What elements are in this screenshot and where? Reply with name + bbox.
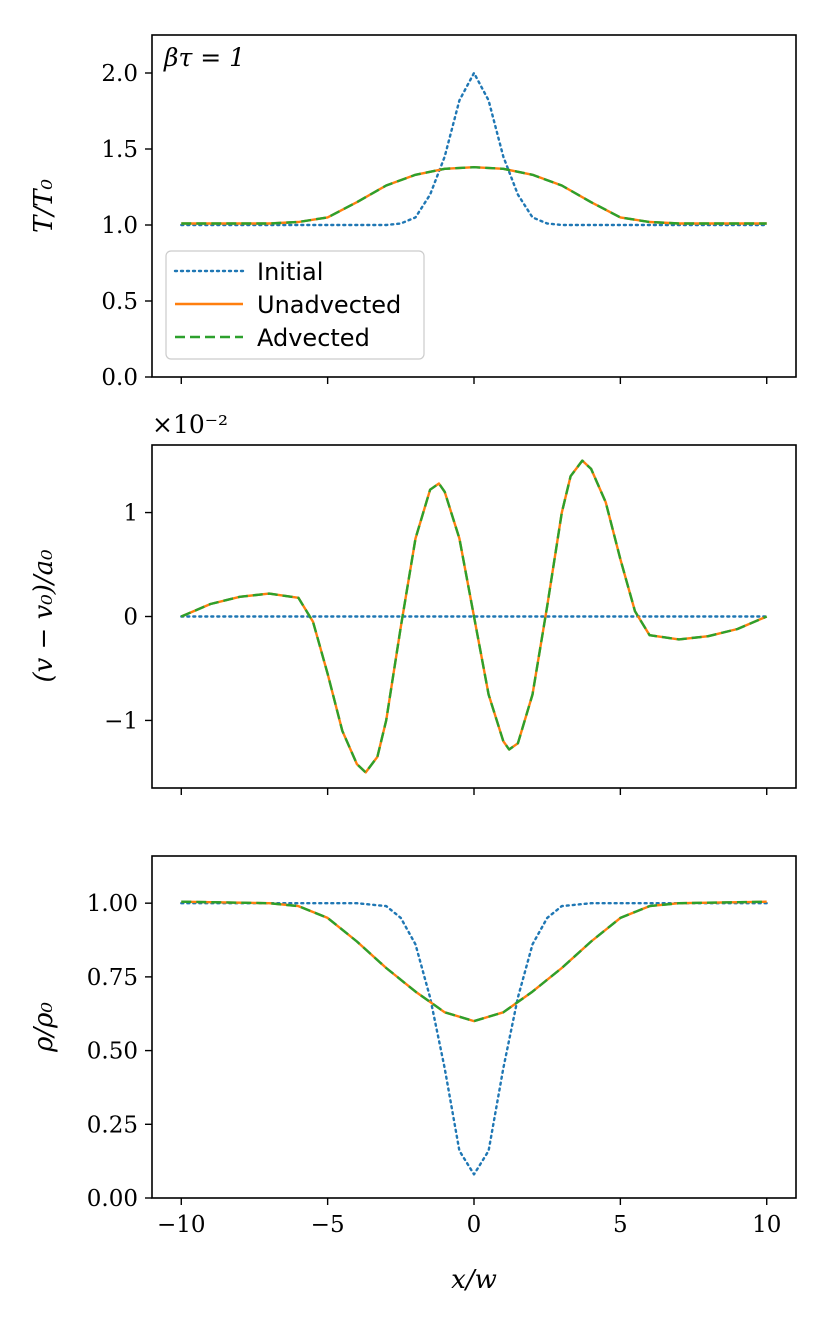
panel-temperature: 0.0 0.5 1.0 1.5 2.0 βτ = 1 T/T₀ Initial Unad… xyxy=(29,34,797,391)
x-tick-label: −5 xyxy=(311,1212,345,1238)
series-line-advected xyxy=(181,900,767,1023)
legend-label: Unadvected xyxy=(257,291,401,319)
y-tick-label: 1 xyxy=(123,501,138,527)
x-tick-label: 0 xyxy=(467,1212,482,1238)
y-tick-label: 2.0 xyxy=(101,61,138,87)
panel-annotation: βτ = 1 xyxy=(163,43,245,72)
y-tick-label: 1.00 xyxy=(87,891,138,917)
y-tick-label: 0.75 xyxy=(87,965,138,991)
series-line-initial xyxy=(180,71,768,227)
y-axis-label: (v − v₀)/a₀ xyxy=(29,549,59,683)
legend-box xyxy=(165,250,425,360)
series-line-unadvected xyxy=(181,165,767,225)
y-tick-label: 0.5 xyxy=(101,289,138,315)
series-line-advected xyxy=(180,459,768,774)
y-tick-label: 0 xyxy=(123,605,138,631)
y-axis-label: T/T₀ xyxy=(29,178,59,232)
axes-ticks: 0.0 0.5 1.0 1.5 2.0 xyxy=(101,61,768,391)
legend-label: Advected xyxy=(257,324,370,352)
series-group xyxy=(180,459,768,774)
y-tick-label: 0.00 xyxy=(87,1186,138,1212)
axes-ticks: −10 −5 0 5 10 0.00 0.25 0.50 0.75 1.00 xyxy=(87,891,782,1238)
panel-density: −10 −5 0 5 10 0.00 0.25 0.50 0.75 1.00 ρ/ρ₀ x/w xyxy=(29,855,797,1295)
y-tick-label: 1.5 xyxy=(101,137,138,163)
panel-velocity: ×10⁻² −1 0 1 (v − v₀)/a₀ xyxy=(29,410,797,795)
y-tick-label: −1 xyxy=(104,708,138,734)
y-tick-label: 0.25 xyxy=(87,1112,138,1138)
y-tick-label: 0.50 xyxy=(87,1039,138,1065)
series-line-initial xyxy=(180,902,768,1176)
y-axis-label: ρ/ρ₀ xyxy=(29,1002,59,1053)
series-line-advected xyxy=(181,165,767,225)
plot-frame xyxy=(151,855,797,1199)
x-axis-label: x/w xyxy=(451,1265,497,1295)
legend-label: Initial xyxy=(257,258,323,286)
series-group xyxy=(180,71,768,227)
legend: Initial Unadvected Advected xyxy=(165,250,425,360)
x-tick-label: 10 xyxy=(752,1212,781,1238)
y-tick-label: 1.0 xyxy=(101,213,138,239)
series-group xyxy=(180,900,768,1176)
y-tick-label: 0.0 xyxy=(101,365,138,391)
series-line-unadvected xyxy=(181,900,767,1023)
x-tick-label: −10 xyxy=(157,1212,206,1238)
scale-label: ×10⁻² xyxy=(152,410,228,439)
axes-ticks: −1 0 1 xyxy=(104,501,768,795)
x-tick-label: 5 xyxy=(613,1212,628,1238)
